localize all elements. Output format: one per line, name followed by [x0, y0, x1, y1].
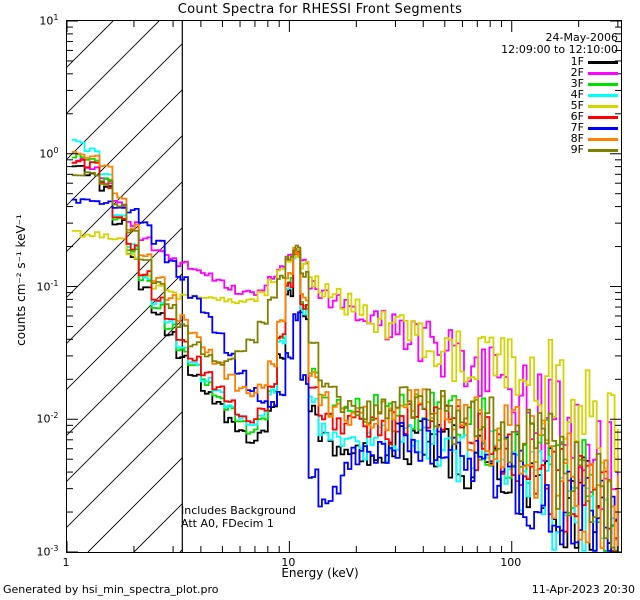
legend-item-4f[interactable]: 4F — [501, 87, 618, 101]
legend-color-swatch — [588, 115, 618, 119]
legend-item-2f[interactable]: 2F — [501, 65, 618, 79]
x-axis-label: Energy (keV) — [281, 566, 359, 580]
spectra-curves — [71, 139, 619, 552]
legend-date: 24-May-2006 — [545, 31, 618, 44]
legend-item-label: 7F — [570, 120, 584, 134]
footer-right: 11-Apr-2023 20:30 — [531, 583, 635, 596]
plot-area: Includes Background Att A0, FDecim 1 — [66, 20, 622, 553]
plot-annotation: Includes Background Att A0, FDecim 1 — [181, 504, 296, 530]
legend-item-label: 4F — [570, 87, 584, 101]
legend-item-label: 5F — [570, 98, 584, 112]
legend-item-label: 2F — [570, 65, 584, 79]
legend-item-label: 1F — [570, 54, 584, 68]
legend-item-label: 3F — [570, 76, 584, 90]
legend-item-7f[interactable]: 7F — [501, 120, 618, 134]
legend-item-1f[interactable]: 1F — [501, 54, 618, 68]
legend-item-3f[interactable]: 3F — [501, 76, 618, 90]
page-title: Count Spectra for RHESSI Front Segments — [177, 2, 463, 17]
legend-item-label: 9F — [570, 142, 584, 156]
y-tick-label: 10-1 — [36, 278, 59, 293]
legend-color-swatch — [588, 93, 618, 97]
legend-color-swatch — [588, 126, 618, 130]
legend-entries: 1F 2F 3F 4F 5F 6F 7F 8F 9F — [501, 54, 618, 156]
legend-item-label: 6F — [570, 109, 584, 123]
y-tick-label: 100 — [39, 145, 59, 161]
x-tick-label: 10 — [281, 556, 296, 569]
y-tick-label: 10-3 — [36, 543, 59, 559]
legend-item-9f[interactable]: 9F — [501, 142, 618, 156]
footer-left: Generated by hsi_min_spectra_plot.pro — [3, 583, 219, 596]
legend-item-6f[interactable]: 6F — [501, 109, 618, 123]
x-tick-label: 1 — [62, 556, 70, 569]
legend-item-8f[interactable]: 8F — [501, 131, 618, 145]
y-axis-label: counts cm⁻² s⁻¹ keV⁻¹ — [14, 214, 28, 346]
x-tick-label: 100 — [500, 556, 522, 569]
legend-color-swatch — [588, 60, 618, 64]
y-axis-ticklabels: 101 100 10-1 10-2 10-3 — [0, 13, 62, 558]
legend-color-swatch — [588, 148, 618, 152]
legend-color-swatch — [588, 71, 618, 75]
legend: 24-May-2006 12:09:00 to 12:10:00 1F 2F 3F 4… — [501, 31, 618, 156]
legend-color-swatch — [588, 137, 618, 141]
y-tick-label: 101 — [39, 12, 59, 28]
y-tick-label: 10-2 — [36, 411, 59, 426]
legend-color-swatch — [588, 104, 618, 108]
legend-time-range: 12:09:00 to 12:10:00 — [501, 43, 618, 57]
legend-color-swatch — [588, 82, 618, 86]
legend-item-5f[interactable]: 5F — [501, 98, 618, 112]
legend-item-label: 8F — [570, 131, 584, 145]
